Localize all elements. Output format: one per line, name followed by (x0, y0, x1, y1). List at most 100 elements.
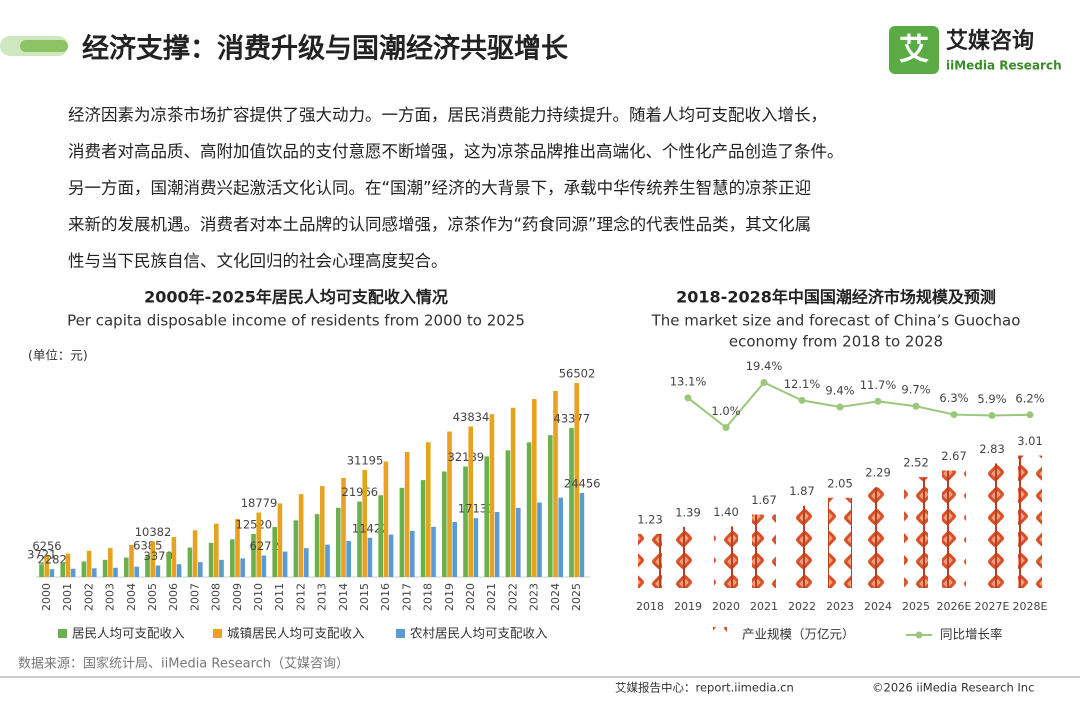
bar (240, 558, 245, 577)
data-label: 19.4% (746, 359, 783, 373)
x-tick-label: 2014 (337, 583, 350, 611)
data-label: 17131 (458, 502, 495, 516)
footer-left: 艾媒报告中心：report.iimedia.cn (615, 681, 794, 695)
bar (282, 551, 288, 577)
bar (272, 527, 277, 577)
chart-subtitle: The market size and forecast of China’s … (651, 312, 1021, 330)
bar (362, 469, 367, 577)
bar (341, 477, 346, 577)
x-tick-label: 2013 (316, 583, 329, 611)
bar (516, 507, 521, 577)
data-label: 12.1% (784, 377, 821, 391)
bar (325, 544, 330, 577)
bar (558, 497, 563, 577)
x-tick-label: 2011 (273, 583, 286, 611)
x-tick-label: 2024 (549, 583, 562, 611)
bar (569, 428, 574, 577)
data-label: 6385 (133, 539, 162, 553)
bar (60, 563, 65, 577)
data-label: 2282 (38, 553, 67, 567)
x-tick-label: 2021 (750, 600, 778, 613)
data-label: 43377 (554, 412, 591, 426)
data-label: 56502 (559, 367, 596, 381)
bar (293, 520, 299, 577)
data-label: 1.67 (751, 493, 777, 507)
data-label: 2.83 (979, 442, 1005, 456)
legend-label: 城镇居民人均可支配收入 (227, 626, 365, 641)
paragraph-line: 来新的发展机遇。消费者对本土品牌的认同感增强，凉茶作为“药食同源”理念的代表性品… (68, 214, 811, 234)
growth-point (1026, 411, 1034, 419)
logo-mark: 艾 (899, 33, 929, 68)
bar (346, 540, 351, 577)
data-label: 31195 (347, 453, 384, 467)
bar (378, 495, 383, 577)
bar (44, 555, 49, 577)
data-label: 12520 (236, 518, 273, 532)
x-tick-label: 2027E (975, 600, 1010, 613)
bar (251, 534, 256, 577)
legend-label: 农村居民人均可支配收入 (410, 626, 548, 641)
bar (134, 566, 139, 577)
x-tick-label: 2025 (570, 583, 583, 611)
data-label: 1.0% (711, 404, 740, 418)
legend-swatch (396, 629, 405, 638)
bar (198, 562, 203, 577)
data-label: 43834 (453, 410, 490, 424)
growth-point (798, 396, 806, 404)
bar (553, 390, 558, 577)
bar (298, 494, 304, 577)
x-tick-label: 2008 (210, 583, 223, 611)
bar (166, 552, 171, 577)
knot-bar (980, 463, 1004, 588)
growth-point (684, 394, 692, 402)
bar (261, 555, 267, 577)
x-tick-label: 2004 (125, 583, 138, 611)
knot-bar (828, 497, 852, 588)
bar (155, 565, 161, 577)
x-tick-label: 2022 (788, 600, 816, 613)
growth-point (874, 397, 882, 405)
footer-right: ©2026 iiMedia Research Inc (872, 681, 1034, 695)
bar (277, 503, 283, 577)
knot-bar (942, 470, 966, 588)
bar (171, 537, 177, 577)
x-tick-label: 2026E (937, 600, 972, 613)
bar (108, 548, 113, 577)
growth-point (760, 378, 768, 386)
bar (526, 442, 532, 577)
x-tick-label: 2002 (82, 583, 95, 611)
logo-box (889, 26, 939, 74)
bar (129, 544, 134, 577)
data-label: 18779 (241, 496, 278, 510)
legend-label: 同比增长率 (940, 627, 1003, 642)
data-label: 21966 (342, 485, 379, 499)
bar (256, 512, 261, 577)
bar (314, 514, 320, 577)
data-label: 11422 (352, 521, 389, 535)
knot-bar (866, 487, 890, 588)
x-tick-label: 2023 (528, 583, 541, 611)
bar (124, 557, 129, 577)
growth-point (836, 403, 844, 411)
data-label: 1.39 (675, 505, 701, 519)
bar (70, 568, 76, 577)
unit-label: (单位：元) (28, 348, 88, 363)
bar (463, 466, 468, 577)
growth-line (687, 381, 1031, 429)
x-tick-label: 2000 (40, 583, 53, 611)
growth-point (988, 412, 996, 420)
bar (442, 471, 447, 577)
x-tick-label: 2010 (252, 583, 265, 611)
data-label: 2.29 (865, 466, 891, 480)
x-tick-label: 2003 (104, 583, 117, 611)
knot-bar (790, 505, 814, 588)
x-tick-label: 2023 (826, 600, 854, 613)
header-deco (20, 40, 68, 52)
knot-bar (1018, 455, 1042, 588)
data-label: 6.2% (1015, 391, 1044, 405)
growth-point (912, 402, 920, 410)
x-tick-label: 2028E (1013, 600, 1048, 613)
bar (102, 559, 108, 577)
data-label: 2.05 (827, 476, 853, 490)
